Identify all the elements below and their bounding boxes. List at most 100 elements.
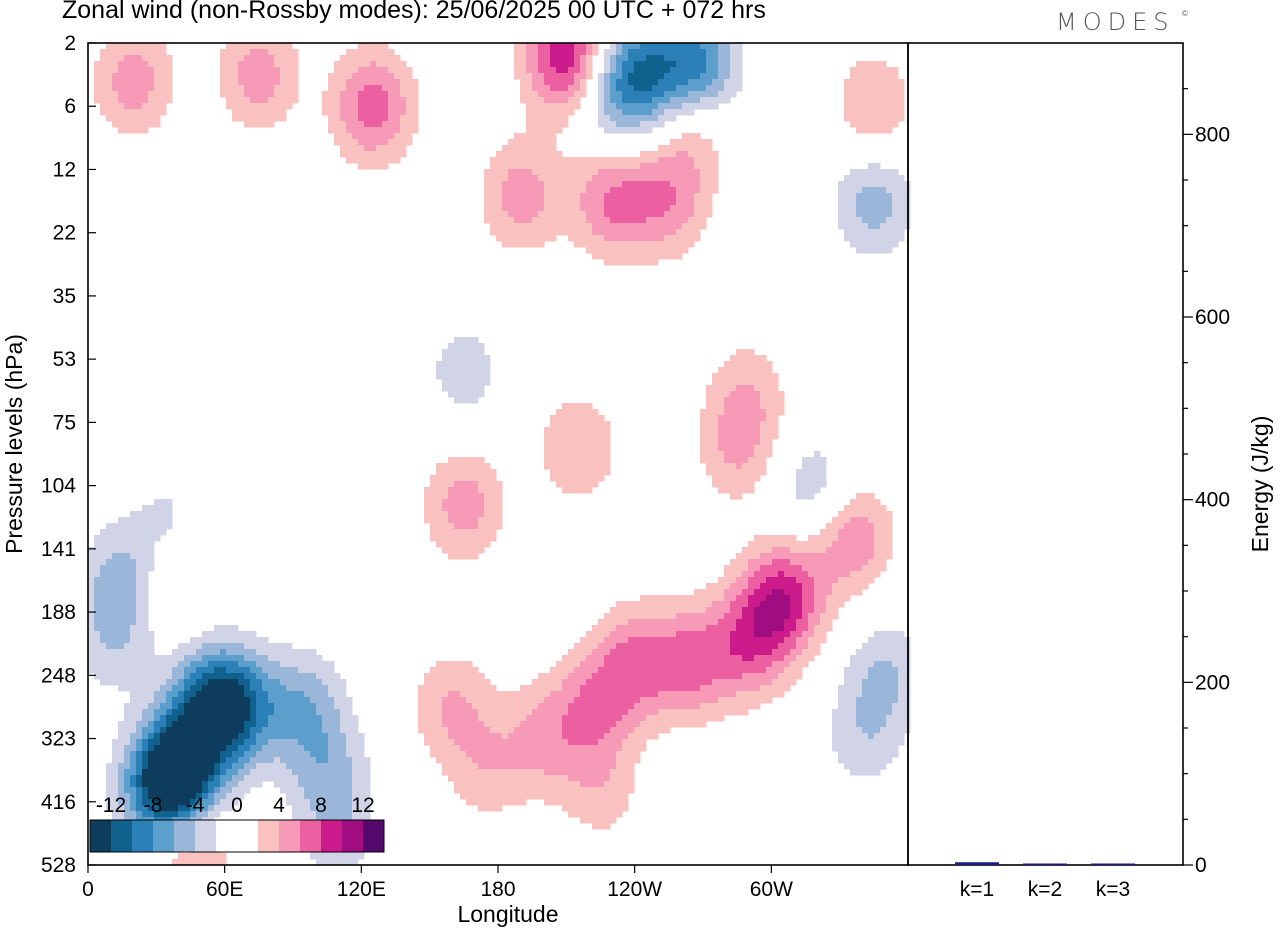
heatmap-cell <box>682 625 689 632</box>
heatmap-cell <box>568 697 575 704</box>
heatmap-cell <box>868 679 875 686</box>
heatmap-cell <box>496 715 503 722</box>
heatmap-cell <box>154 121 161 128</box>
heatmap-cell <box>562 475 569 482</box>
heatmap-cell <box>436 505 443 512</box>
heatmap-cell <box>616 661 623 668</box>
heatmap-cell <box>292 691 299 698</box>
heatmap-cell <box>868 121 875 128</box>
heatmap-cell <box>610 673 617 680</box>
heatmap-cell <box>712 691 719 698</box>
heatmap-cell <box>220 703 227 710</box>
heatmap-cell <box>544 427 551 434</box>
heatmap-cell <box>136 619 143 626</box>
heatmap-cell <box>844 529 851 536</box>
heatmap-cell <box>730 601 737 608</box>
heatmap-cell <box>700 667 707 674</box>
heatmap-cell <box>142 637 149 644</box>
heatmap-cell <box>376 163 383 170</box>
heatmap-cell <box>220 631 227 638</box>
heatmap-cell <box>820 607 827 614</box>
heatmap-cell <box>706 85 713 92</box>
heatmap-cell <box>214 697 221 704</box>
heatmap-cell <box>316 727 323 734</box>
heatmap-cell <box>856 91 863 98</box>
heatmap-cell <box>832 553 839 560</box>
heatmap-cell <box>478 355 485 362</box>
heatmap-cell <box>880 193 887 200</box>
heatmap-cell <box>856 685 863 692</box>
heatmap-cell <box>862 91 869 98</box>
heatmap-cell <box>544 451 551 458</box>
heatmap-cell <box>532 67 539 74</box>
heatmap-cell <box>460 547 467 554</box>
heatmap-cell <box>844 547 851 554</box>
heatmap-cell <box>658 253 665 260</box>
heatmap-cell <box>676 97 683 104</box>
heatmap-cell <box>688 217 695 224</box>
heatmap-cell <box>112 577 119 584</box>
heatmap-cell <box>790 547 797 554</box>
heatmap-cell <box>646 607 653 614</box>
heatmap-cell <box>502 229 509 236</box>
heatmap-cell <box>844 589 851 596</box>
heatmap-cell <box>520 685 527 692</box>
heatmap-cell <box>730 559 737 566</box>
heatmap-cell <box>112 553 119 560</box>
heatmap-cell <box>532 229 539 236</box>
heatmap-cell <box>442 529 449 536</box>
heatmap-cell <box>364 145 371 152</box>
heatmap-cell <box>100 73 107 80</box>
heatmap-cell <box>634 685 641 692</box>
heatmap-cell <box>112 115 119 122</box>
heatmap-cell <box>160 691 167 698</box>
heatmap-cell <box>142 625 149 632</box>
heatmap-cell <box>424 703 431 710</box>
heatmap-cell <box>112 49 119 56</box>
heatmap-cell <box>610 181 617 188</box>
heatmap-cell <box>886 643 893 650</box>
heatmap-cell <box>682 85 689 92</box>
heatmap-cell <box>136 589 143 596</box>
heatmap-cell <box>490 187 497 194</box>
heatmap-cell <box>556 61 563 68</box>
heatmap-cell <box>112 571 119 578</box>
heatmap-cell <box>688 181 695 188</box>
heatmap-cell <box>766 445 773 452</box>
heatmap-cell <box>874 517 881 524</box>
heatmap-cell <box>532 697 539 704</box>
heatmap-cell <box>148 709 155 716</box>
heatmap-cell <box>658 691 665 698</box>
heatmap-cell <box>346 73 353 80</box>
heatmap-cell <box>658 229 665 236</box>
heatmap-cell <box>682 679 689 686</box>
heatmap-cell <box>736 355 743 362</box>
heatmap-cell <box>292 697 299 704</box>
heatmap-cell <box>868 181 875 188</box>
heatmap-cell <box>724 697 731 704</box>
heatmap-cell <box>172 655 179 662</box>
heatmap-cell <box>466 721 473 728</box>
heatmap-cell <box>100 97 107 104</box>
heatmap-cell <box>538 211 545 218</box>
heatmap-cell <box>124 727 131 734</box>
heatmap-cell <box>166 667 173 674</box>
heatmap-cell <box>580 475 587 482</box>
heatmap-cell <box>790 643 797 650</box>
heatmap-cell <box>598 73 605 80</box>
heatmap-cell <box>742 367 749 374</box>
heatmap-cell <box>274 103 281 110</box>
heatmap-cell <box>898 97 905 104</box>
heatmap-cell <box>112 589 119 596</box>
heatmap-cell <box>460 475 467 482</box>
heatmap-cell <box>232 49 239 56</box>
heatmap-cell <box>580 685 587 692</box>
heatmap-cell <box>628 157 635 164</box>
heatmap-cell <box>622 121 629 128</box>
heatmap-cell <box>664 223 671 230</box>
heatmap-cell <box>184 715 191 722</box>
heatmap-cell <box>706 409 713 416</box>
heatmap-cell <box>634 673 641 680</box>
heatmap-cell <box>820 559 827 566</box>
heatmap-cell <box>748 433 755 440</box>
